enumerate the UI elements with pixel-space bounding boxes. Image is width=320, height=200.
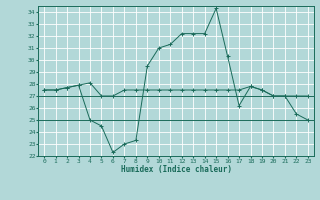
X-axis label: Humidex (Indice chaleur): Humidex (Indice chaleur)	[121, 165, 231, 174]
